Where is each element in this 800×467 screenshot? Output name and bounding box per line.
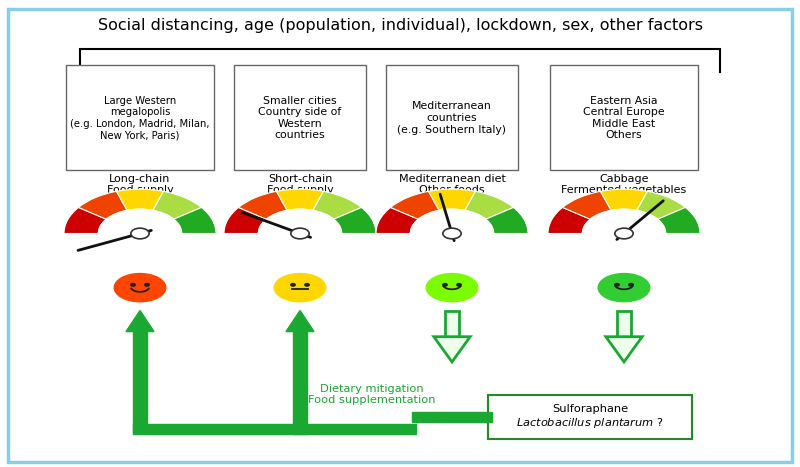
Circle shape (410, 209, 494, 258)
Ellipse shape (114, 274, 166, 302)
Circle shape (442, 283, 447, 286)
Text: Mediterranean diet
Other foods: Mediterranean diet Other foods (398, 174, 506, 195)
FancyBboxPatch shape (412, 412, 492, 422)
Circle shape (291, 228, 309, 239)
FancyBboxPatch shape (488, 395, 692, 439)
Circle shape (98, 209, 182, 258)
Circle shape (290, 283, 295, 286)
Circle shape (615, 228, 633, 239)
Wedge shape (562, 191, 611, 219)
Text: Short-chain
Food supply: Short-chain Food supply (266, 174, 334, 195)
Ellipse shape (274, 274, 326, 302)
FancyBboxPatch shape (293, 332, 307, 433)
Circle shape (145, 283, 150, 286)
Text: Large Western
megalopolis
(e.g. London, Madrid, Milan,
New York, Paris): Large Western megalopolis (e.g. London, … (70, 96, 210, 140)
Text: Cabbage
Fermented vegetables: Cabbage Fermented vegetables (562, 174, 686, 195)
FancyBboxPatch shape (133, 332, 147, 433)
Circle shape (443, 228, 461, 239)
Polygon shape (606, 337, 642, 362)
Polygon shape (286, 311, 314, 332)
FancyBboxPatch shape (234, 65, 366, 170)
Wedge shape (224, 207, 266, 234)
Circle shape (305, 283, 310, 286)
FancyBboxPatch shape (550, 65, 698, 170)
FancyBboxPatch shape (617, 311, 631, 337)
Text: Social distancing, age (population, individual), lockdown, sex, other factors: Social distancing, age (population, indi… (98, 18, 702, 33)
Wedge shape (153, 191, 202, 219)
Text: Mediterranean
countries
(e.g. Southern Italy): Mediterranean countries (e.g. Southern I… (398, 101, 506, 134)
Wedge shape (238, 191, 287, 219)
Circle shape (614, 283, 619, 286)
FancyBboxPatch shape (293, 424, 416, 434)
Wedge shape (658, 207, 700, 234)
Text: Smaller cities
Country side of
Western
countries: Smaller cities Country side of Western c… (258, 96, 342, 140)
Wedge shape (78, 191, 127, 219)
FancyBboxPatch shape (133, 424, 307, 434)
FancyBboxPatch shape (386, 65, 518, 170)
Polygon shape (434, 337, 470, 362)
Wedge shape (390, 191, 439, 219)
FancyBboxPatch shape (66, 65, 214, 170)
Circle shape (258, 209, 342, 258)
Wedge shape (174, 207, 216, 234)
Polygon shape (126, 311, 154, 332)
Wedge shape (334, 207, 376, 234)
Wedge shape (601, 189, 647, 211)
Ellipse shape (598, 274, 650, 302)
Circle shape (130, 283, 135, 286)
Wedge shape (637, 191, 686, 219)
Wedge shape (376, 207, 418, 234)
Text: Sulforaphane
$\it{Lactobacillus\ plantarum}$ ?: Sulforaphane $\it{Lactobacillus\ plantar… (516, 404, 664, 430)
Wedge shape (465, 191, 514, 219)
Circle shape (582, 209, 666, 258)
Circle shape (457, 283, 462, 286)
Wedge shape (64, 207, 106, 234)
Wedge shape (429, 189, 475, 211)
Circle shape (629, 283, 634, 286)
FancyBboxPatch shape (8, 9, 792, 462)
Ellipse shape (426, 274, 478, 302)
Wedge shape (313, 191, 362, 219)
Wedge shape (548, 207, 590, 234)
Wedge shape (117, 189, 163, 211)
Circle shape (131, 228, 149, 239)
Wedge shape (486, 207, 528, 234)
Wedge shape (277, 189, 323, 211)
FancyBboxPatch shape (445, 311, 459, 337)
Text: Long-chain
Food supply: Long-chain Food supply (106, 174, 174, 195)
Text: Dietary mitigation
Food supplementation: Dietary mitigation Food supplementation (308, 384, 436, 405)
Text: Eastern Asia
Central Europe
Middle East
Others: Eastern Asia Central Europe Middle East … (583, 96, 665, 140)
